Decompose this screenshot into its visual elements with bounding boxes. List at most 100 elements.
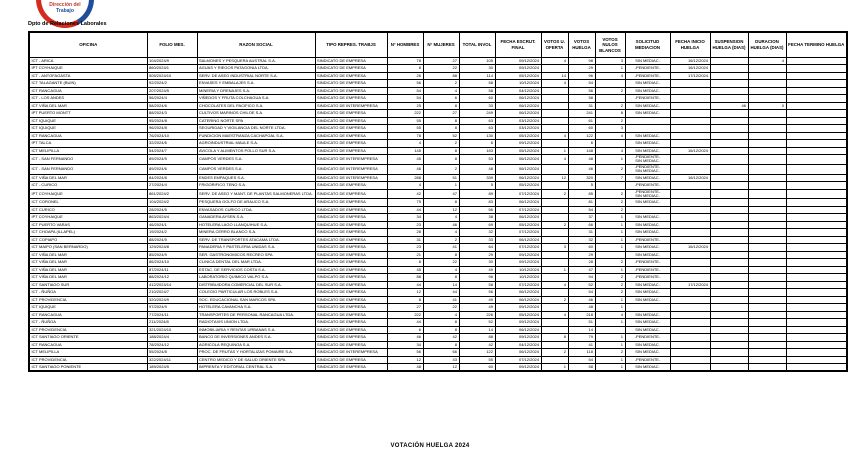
column-header-tipo-repres: TIPO REPRES. TRABJS <box>314 31 388 58</box>
cell-solicitud-mediacion: -PENDIENTE- <box>624 273 671 282</box>
cell-fecha-escrut-final: 07/12/2024 <box>494 205 542 215</box>
cell-razon-social: COLEGIO PARTICULAR LOS ROBLES S.A. <box>196 288 316 297</box>
cell-votos-u-oferta <box>540 181 569 190</box>
cell-votos-nulos-blancos <box>594 139 626 148</box>
cell-oficina: ICT PROVIDENCIA <box>28 325 148 335</box>
cell-folio-mes: 95/2024/8 <box>146 116 198 125</box>
cell-votos-u-oferta <box>540 205 569 215</box>
cell-votos-u-oferta: 4 <box>540 56 569 65</box>
cell-oficina: ICT - CURICO <box>28 181 148 190</box>
cell-duracion-huelga-dias <box>747 340 787 350</box>
cell-n-mujeres: 46 <box>422 220 460 230</box>
cell-suspension-huelga-dias <box>709 109 749 118</box>
cell-fecha-escrut-final: 06/12/2024 <box>494 154 542 165</box>
cell-razon-social: SERV. DE TRANSPORTES ATACAMA LTDA. <box>196 235 316 245</box>
cell-tipo-repres: SINDICATO DE EMPRESA <box>314 71 388 80</box>
table-row: ICT RANCAGUA 77/2024/11 TRANSPORTES DE PER… <box>28 310 848 320</box>
cell-tipo-repres: SINDICATO DE EMPRESA <box>314 228 388 237</box>
cell-fecha-termino-huelga <box>785 280 848 290</box>
cell-total-invol: 55 <box>458 355 496 365</box>
cell-solicitud-mediacion: SIN MEDIAC. <box>624 220 671 230</box>
cell-n-mujeres: 12 <box>422 205 460 215</box>
cell-votos-huelga: 94 <box>567 273 596 282</box>
cell-duracion-huelga-dias <box>747 205 787 215</box>
cell-oficina: ICT TALAGANTE (BUIN) <box>28 79 148 88</box>
table-row: ICT PUERTO VARAS 46/2024/1 HOTELERA LAGO L… <box>28 220 848 230</box>
cell-fecha-termino-huelga <box>785 181 848 190</box>
cell-votos-nulos-blancos: 1 <box>594 228 626 237</box>
cell-folio-mes: 89/2024/5 <box>146 154 198 165</box>
cell-votos-nulos-blancos: 2 <box>594 205 626 215</box>
cell-fecha-escrut-final: 07/12/2024 <box>494 280 542 290</box>
cell-oficina: ICT IQUIQUE <box>28 116 148 125</box>
cell-total-invol: 49 <box>458 303 496 312</box>
cell-votos-huelga: 96 <box>567 71 596 80</box>
table-row: ICT PROVIDENCIA 320/2024/9 SOC. EDUCACIONA… <box>28 295 848 305</box>
cell-votos-u-oferta: 4 <box>540 79 569 88</box>
cell-tipo-repres: SINDICATO DE EMPRESA <box>314 235 388 245</box>
cell-votos-u-oferta: 3 <box>540 243 569 252</box>
cell-solicitud-mediacion: SIN MEDIAC. <box>624 86 671 95</box>
cell-fecha-escrut-final: 06/12/2024 <box>494 94 542 103</box>
cell-votos-huelga: 58 <box>567 94 596 103</box>
cell-razon-social: ENVASADOS CURICO LTDA. <box>196 205 316 215</box>
cell-razon-social: TRANSPORTES DE PERSONAL RANCAGUA LTDA. <box>196 310 316 320</box>
cell-n-mujeres: 27 <box>422 109 460 118</box>
cell-votos-huelga: 61 <box>567 116 596 125</box>
cell-fecha-termino-huelga <box>785 205 848 215</box>
column-header-suspension-huelga-dias: SUSPENSION HUELGA (DIAS) <box>709 31 749 58</box>
cell-votos-nulos-blancos: 2 <box>594 348 626 357</box>
cell-fecha-inicio-huelga: 16/12/2024 <box>669 146 711 155</box>
cell-fecha-escrut-final: 06/12/2024 <box>494 173 542 183</box>
cell-tipo-repres: SINDICATO DE EMPRESA <box>314 146 388 155</box>
cell-n-mujeres: 8 <box>422 318 460 327</box>
cell-tipo-repres: SINDICATO DE EMPRESA <box>314 116 388 125</box>
cell-solicitud-mediacion: -PENDIENTE- <box>624 258 671 267</box>
cell-total-invol: 30 <box>458 64 496 73</box>
cell-solicitud-mediacion: SIN MEDIAC. <box>624 295 671 305</box>
cell-votos-u-oferta <box>540 318 569 327</box>
cell-fecha-termino-huelga <box>785 295 848 305</box>
cell-votos-u-oferta: 2 <box>540 295 569 305</box>
cell-solicitud-mediacion: SIN MEDIAC. <box>624 250 671 260</box>
cell-suspension-huelga-dias <box>709 79 749 88</box>
cell-votos-huelga: 56 <box>567 86 596 95</box>
cell-duracion-huelga-dias <box>747 198 787 207</box>
cell-fecha-termino-huelga <box>785 131 848 140</box>
cell-votos-nulos-blancos: 2 <box>594 198 626 207</box>
cell-votos-nulos-blancos: 2 <box>594 288 626 297</box>
cell-total-invol: 64 <box>458 243 496 252</box>
cell-votos-huelga: 58 <box>567 363 596 372</box>
cell-solicitud-mediacion: SIN MEDIAC. <box>624 325 671 335</box>
cell-fecha-termino-huelga <box>785 265 848 275</box>
cell-folio-mes: 211/2024/8 <box>146 318 198 327</box>
cell-votos-nulos-blancos: 8 <box>594 109 626 118</box>
cell-total-invol: 42 <box>458 340 496 350</box>
cell-tipo-repres: SINDICATO DE INTEREMPRESA <box>314 348 388 357</box>
cell-fecha-inicio-huelga <box>669 86 711 95</box>
cell-total-invol: 88 <box>458 333 496 342</box>
cell-fecha-termino-huelga <box>785 243 848 252</box>
cell-total-invol: 56 <box>458 205 496 215</box>
strike-votes-table-wrapper: OFICINA FOLIO MES. RAZON SOCIAL TIPO REPRES… <box>28 31 848 373</box>
table-header-row: OFICINA FOLIO MES. RAZON SOCIAL TIPO REPRES… <box>28 31 848 58</box>
cell-folio-mes: 861/2024/2 <box>146 188 198 200</box>
cell-oficina: ICT SANTIAGO SUR <box>28 280 148 290</box>
cell-fecha-escrut-final: 06/12/2024 <box>494 101 542 110</box>
table-row: IPT COYHAIQUE 863/2024/4 GANADERA AYSEN S.… <box>28 213 848 222</box>
table-row: IPT PUERTO MONTT 88/2024/3 CULTIVOS MARINO… <box>28 109 848 118</box>
cell-razon-social: CATERING NORTE SPA <box>196 116 316 125</box>
cell-tipo-repres: SINDICATO DE EMPRESA <box>314 333 388 342</box>
cell-fecha-escrut-final: 05/12/2024 <box>494 146 542 155</box>
cell-folio-mes: 189/2024/5 <box>146 363 198 372</box>
cell-duracion-huelga-dias <box>747 243 787 252</box>
cell-suspension-huelga-dias <box>709 325 749 335</box>
cell-votos-huelga: 52 <box>567 280 596 290</box>
cell-fecha-escrut-final: 03/12/2024 <box>494 116 542 125</box>
cell-solicitud-mediacion <box>624 303 671 312</box>
cell-total-invol: 30 <box>458 258 496 267</box>
cell-total-invol: 33 <box>458 235 496 245</box>
cell-votos-huelga: 54 <box>567 205 596 215</box>
cell-fecha-escrut-final: 09/12/2024 <box>494 333 542 342</box>
cell-fecha-termino-huelga <box>785 333 848 342</box>
